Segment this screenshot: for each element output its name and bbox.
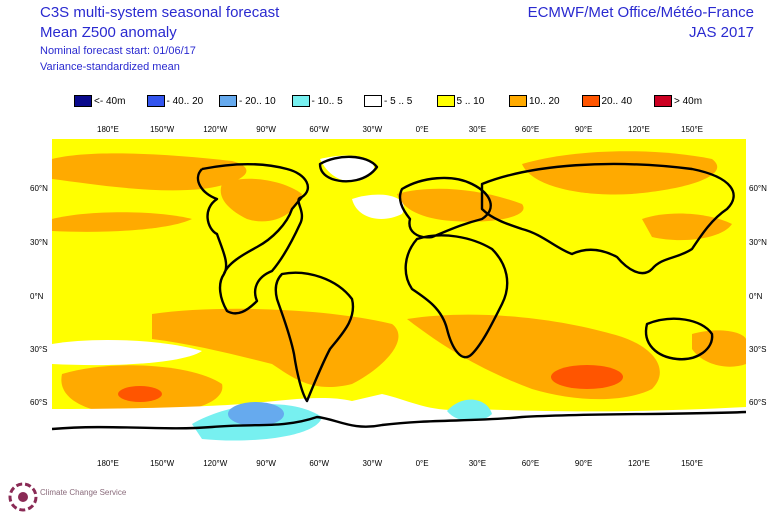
longitude-label: 0°E bbox=[415, 125, 429, 134]
longitude-label: 60°E bbox=[521, 459, 540, 468]
europe-africa-outline bbox=[398, 176, 509, 359]
legend-label: 5 .. 10 bbox=[456, 95, 485, 107]
legend-item: 5 .. 10 bbox=[436, 95, 510, 107]
legend-item: - 40.. 20 bbox=[146, 95, 220, 107]
legend-swatch bbox=[581, 95, 600, 107]
legend-item: 20.. 40 bbox=[581, 95, 655, 107]
longitude-label: 150°W bbox=[150, 125, 175, 134]
longitude-label: 150°E bbox=[681, 125, 703, 134]
longitude-label: 30°E bbox=[468, 125, 487, 134]
anomaly-map bbox=[52, 139, 746, 455]
legend-item: > 40m bbox=[654, 95, 727, 107]
legend-label: > 40m bbox=[674, 95, 703, 107]
forecast-start: Nominal forecast start: 01/06/17 bbox=[40, 45, 196, 57]
legend-label: - 20.. 10 bbox=[239, 95, 276, 107]
legend-label: 20.. 40 bbox=[601, 95, 633, 107]
longitude-label: 120°E bbox=[628, 125, 650, 134]
longitude-label: 30°E bbox=[468, 459, 487, 468]
map-subtitle: Mean Z500 anomaly bbox=[40, 24, 177, 41]
longitude-label: 180°E bbox=[97, 125, 119, 134]
legend-label: <- 40m bbox=[94, 95, 126, 107]
latitude-label: 30°S bbox=[749, 345, 767, 354]
latitude-label: 60°S bbox=[749, 398, 767, 407]
latitude-label: 60°N bbox=[749, 184, 767, 193]
map-title: C3S multi-system seasonal forecast bbox=[40, 4, 280, 21]
legend-swatch bbox=[146, 95, 165, 107]
longitude-label: 150°W bbox=[150, 459, 175, 468]
latitude-label: 60°N bbox=[30, 184, 48, 193]
legend-swatch bbox=[291, 95, 310, 107]
longitude-label: 90°E bbox=[574, 459, 593, 468]
longitude-label: 60°W bbox=[309, 125, 330, 134]
legend-label: - 5 .. 5 bbox=[384, 95, 413, 107]
legend-label: - 10.. 5 bbox=[311, 95, 343, 107]
longitude-label: 150°E bbox=[681, 459, 703, 468]
copernicus-logo-icon bbox=[8, 482, 38, 512]
latitude-label: 0°N bbox=[749, 292, 763, 301]
legend-item: - 5 .. 5 bbox=[364, 95, 437, 107]
legend-swatch bbox=[364, 95, 382, 107]
longitude-label: 120°W bbox=[203, 125, 228, 134]
providers: ECMWF/Met Office/Météo-France bbox=[527, 4, 754, 21]
legend-item: 10.. 20 bbox=[509, 95, 582, 107]
legend-label: 10.. 20 bbox=[529, 95, 560, 107]
legend-item: <- 40m bbox=[74, 95, 147, 107]
legend-swatch bbox=[509, 95, 527, 107]
antarctica-outline bbox=[52, 410, 746, 431]
south-america-outline bbox=[274, 271, 355, 403]
longitude-label: 30°W bbox=[362, 125, 383, 134]
strong-anomaly-cores bbox=[118, 365, 623, 402]
north-america-outline bbox=[196, 162, 309, 315]
greenland-outline bbox=[318, 155, 379, 183]
coastlines bbox=[52, 155, 746, 431]
latitude-label: 0°N bbox=[30, 292, 44, 301]
legend-label: - 40.. 20 bbox=[166, 95, 204, 107]
legend-swatch bbox=[74, 95, 92, 107]
legend-swatch bbox=[219, 95, 237, 107]
latitude-label: 30°N bbox=[30, 238, 48, 247]
method-note: Variance-standardized mean bbox=[40, 61, 180, 73]
color-legend: <- 40m - 40.. 20 - 20.. 10 - 10.. 5 - 5 .. 5… bbox=[74, 95, 727, 107]
longitude-label: 120°E bbox=[628, 459, 650, 468]
longitude-label: 180°E bbox=[97, 459, 119, 468]
logo-text: Climate Change Service bbox=[40, 488, 127, 497]
latitude-label: 30°S bbox=[30, 345, 48, 354]
longitude-label: 90°W bbox=[256, 459, 276, 468]
longitude-label: 60°E bbox=[521, 125, 540, 134]
legend-swatch bbox=[654, 95, 672, 107]
australia-outline bbox=[644, 317, 714, 361]
longitude-label: 90°E bbox=[574, 125, 593, 134]
longitude-label: 90°W bbox=[256, 125, 276, 134]
latitude-label: 60°S bbox=[30, 398, 48, 407]
legend-item: - 10.. 5 bbox=[291, 95, 365, 107]
longitude-label: 0°E bbox=[415, 459, 429, 468]
legend-item: - 20.. 10 bbox=[219, 95, 292, 107]
forecast-period: JAS 2017 bbox=[688, 24, 754, 41]
latitude-label: 30°N bbox=[749, 238, 767, 247]
asia-outline bbox=[480, 162, 735, 275]
positive-anomaly-regions bbox=[52, 151, 746, 416]
longitude-label: 30°W bbox=[362, 459, 383, 468]
longitude-label: 60°W bbox=[309, 459, 330, 468]
legend-swatch bbox=[436, 95, 455, 107]
longitude-label: 120°W bbox=[203, 459, 228, 468]
